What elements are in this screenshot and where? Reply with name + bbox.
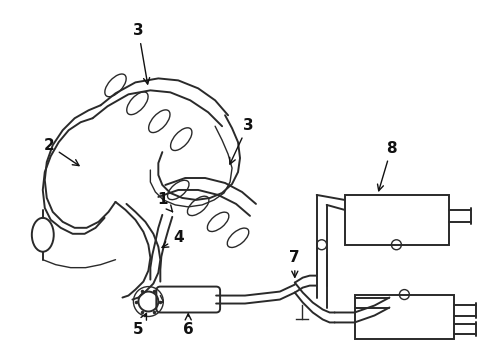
Bar <box>344 195 449 245</box>
Text: 6: 6 <box>183 314 194 337</box>
Text: 3: 3 <box>133 23 149 84</box>
Text: 3: 3 <box>230 118 253 164</box>
Text: 7: 7 <box>290 250 300 277</box>
Text: 5: 5 <box>133 313 147 337</box>
Text: 4: 4 <box>162 230 184 248</box>
Text: 1: 1 <box>157 193 172 212</box>
Bar <box>355 294 454 339</box>
Text: 2: 2 <box>44 138 79 166</box>
Text: 8: 8 <box>377 141 397 191</box>
